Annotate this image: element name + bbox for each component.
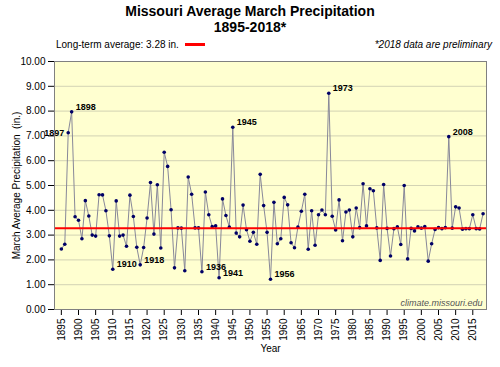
svg-text:1955: 1955 xyxy=(261,318,272,341)
svg-text:1910: 1910 xyxy=(117,259,137,269)
svg-text:1.00: 1.00 xyxy=(26,279,46,290)
svg-text:1897: 1897 xyxy=(44,127,65,138)
svg-text:1945: 1945 xyxy=(237,117,257,127)
svg-text:3.00: 3.00 xyxy=(26,229,46,240)
svg-text:1900: 1900 xyxy=(73,318,84,341)
svg-text:10.00: 10.00 xyxy=(20,56,45,67)
svg-text:2015: 2015 xyxy=(467,318,478,341)
svg-text:1918: 1918 xyxy=(144,255,164,265)
svg-text:2010: 2010 xyxy=(450,318,461,341)
svg-text:1965: 1965 xyxy=(296,318,307,341)
svg-text:1905: 1905 xyxy=(90,318,101,341)
svg-text:Year: Year xyxy=(260,343,281,354)
svg-text:2005: 2005 xyxy=(433,318,444,341)
svg-text:7.00: 7.00 xyxy=(26,130,46,141)
svg-text:1945: 1945 xyxy=(227,318,238,341)
svg-text:1930: 1930 xyxy=(176,318,187,341)
svg-text:9.00: 9.00 xyxy=(26,81,46,92)
svg-text:climate.missouri.edu: climate.missouri.edu xyxy=(400,298,482,308)
svg-text:8.00: 8.00 xyxy=(26,105,46,116)
svg-text:6.00: 6.00 xyxy=(26,155,46,166)
svg-text:1990: 1990 xyxy=(381,318,392,341)
svg-text:2000: 2000 xyxy=(416,318,427,341)
svg-text:1936: 1936 xyxy=(205,261,226,272)
svg-text:1970: 1970 xyxy=(313,318,324,341)
svg-text:1975: 1975 xyxy=(330,318,341,341)
svg-text:1956: 1956 xyxy=(275,269,295,279)
svg-text:1898: 1898 xyxy=(76,102,96,112)
svg-text:4.00: 4.00 xyxy=(26,205,46,216)
svg-text:1940: 1940 xyxy=(210,318,221,341)
svg-text:1915: 1915 xyxy=(124,318,135,341)
svg-text:1973: 1973 xyxy=(333,83,353,93)
svg-text:1950: 1950 xyxy=(244,318,255,341)
svg-text:1985: 1985 xyxy=(364,318,375,341)
html-text:Long-term average: 3.28 in.: Long-term average: 3.28 in. xyxy=(56,39,179,50)
html-text:*2018 data are preliminary: *2018 data are preliminary xyxy=(374,39,492,50)
svg-text:1995: 1995 xyxy=(398,318,409,341)
svg-text:1941: 1941 xyxy=(223,268,243,278)
svg-text:1960: 1960 xyxy=(278,318,289,341)
svg-text:2.00: 2.00 xyxy=(26,254,46,265)
svg-text:March Average Precipitation (: March Average Precipitation (in.) xyxy=(11,112,22,260)
svg-text:1980: 1980 xyxy=(347,318,358,341)
svg-text:0.00: 0.00 xyxy=(26,304,46,315)
svg-text:1935: 1935 xyxy=(193,318,204,341)
html-text:Missouri Average March Precipi: Missouri Average March Precipitation xyxy=(125,3,375,19)
svg-text:5.00: 5.00 xyxy=(26,180,46,191)
html-text:1895-2018*: 1895-2018* xyxy=(213,19,287,35)
svg-text:1910: 1910 xyxy=(107,318,118,341)
svg-text:1925: 1925 xyxy=(158,318,169,341)
svg-text:1920: 1920 xyxy=(141,318,152,341)
svg-text:1895: 1895 xyxy=(56,318,67,341)
svg-text:2008: 2008 xyxy=(453,127,473,137)
